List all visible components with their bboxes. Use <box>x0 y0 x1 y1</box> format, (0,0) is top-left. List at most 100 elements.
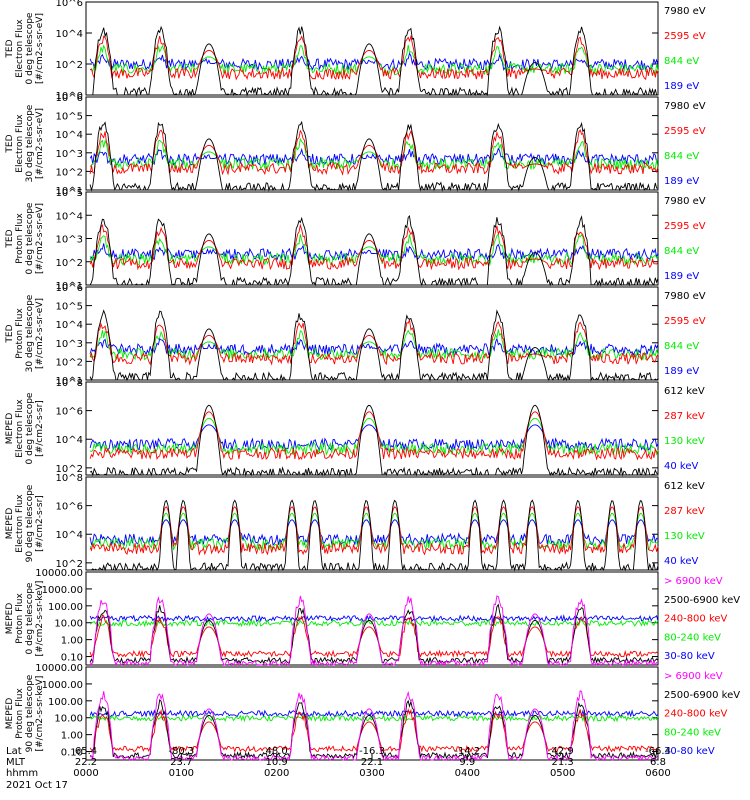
y-tick-label: 10^4 <box>56 211 83 222</box>
y-tick-label: 10^5 <box>56 112 83 123</box>
y-axis-label-line: Proton Flux <box>15 688 25 739</box>
y-axis-label-line: [#/cm2-s-sr-keV] <box>35 676 45 752</box>
panel-1: 10^1 10^2 10^3 10^4 10^5 10^6 TED Electron Flux… <box>5 93 706 197</box>
legend-entry: > 6900 keV <box>664 576 723 587</box>
y-tick-label: 100.00 <box>48 697 83 708</box>
x-row-label-hhmm: hhmm <box>6 768 38 779</box>
x-tick-label: 6.8 <box>650 757 666 768</box>
y-axis-label-line: 0 deg telescope <box>25 202 35 274</box>
x-tick-label: 21.3 <box>552 757 574 768</box>
legend-entry: 844 eV <box>664 151 699 162</box>
series-line-0 <box>89 309 659 382</box>
panel-frame <box>85 286 659 381</box>
y-tick-label: 1.00 <box>61 731 83 742</box>
legend-entry: 2500-6900 keV <box>664 690 740 701</box>
x-tick-label: 0300 <box>359 768 384 779</box>
panel-3: 10^1 10^2 10^3 10^4 10^5 10^6 TED Proton Flux 30… <box>5 283 706 387</box>
panel-frame <box>85 96 659 191</box>
panel-0: 10^0 10^2 10^4 10^6 TED Electron Flux 0 deg te… <box>5 0 706 102</box>
y-axis-label-line: TED <box>5 134 15 153</box>
y-tick-label: 0.10 <box>61 748 83 759</box>
y-tick-label: 10^6 <box>56 407 83 418</box>
series-line-2 <box>89 329 659 361</box>
y-tick-label: 10^2 <box>56 464 83 475</box>
legend-entry: 7980 eV <box>664 101 706 112</box>
x-tick-label: 0400 <box>455 768 480 779</box>
x-tick-label: 22.1 <box>361 757 383 768</box>
y-axis-label-line: TED <box>5 324 15 343</box>
panel-5: 10^2 10^4 10^6 10^8 MEPED Electron Flux 90 deg… <box>5 473 705 572</box>
series-line-1 <box>89 411 659 461</box>
series-line-0 <box>89 595 659 667</box>
legend-entry: 287 keV <box>664 506 705 517</box>
y-axis-label-line: Electron Flux <box>15 399 25 458</box>
x-row-label-mlt: MLT <box>6 757 26 768</box>
series-line-0 <box>89 404 659 477</box>
series-line-0 <box>89 690 659 762</box>
y-tick-label: 10^4 <box>56 435 83 446</box>
series-line-1 <box>89 34 659 81</box>
series-line-1 <box>89 128 659 176</box>
y-tick-label: 10^4 <box>56 320 83 331</box>
series-line-4 <box>89 709 659 718</box>
y-axis-label-line: 0 deg telescope <box>25 582 35 654</box>
series-line-2 <box>89 232 659 266</box>
y-tick-label: 10^4 <box>56 530 83 541</box>
y-tick-label: 10^6 <box>56 93 83 104</box>
legend-entry: 189 eV <box>664 271 699 282</box>
y-axis-label-line: [#/cm2-s-sr-eV] <box>35 108 45 179</box>
series-line-1 <box>89 506 659 556</box>
y-tick-label: 1000.00 <box>42 585 83 596</box>
legend-entry: 30-80 keV <box>664 746 715 757</box>
y-tick-label: 10^6 <box>56 283 83 294</box>
legend-entry: 2595 eV <box>664 126 706 137</box>
legend-entry: 130 keV <box>664 436 705 447</box>
x-tick-label: 22.2 <box>75 757 97 768</box>
panel-2: 10^1 10^2 10^3 10^4 10^5 TED Proton Flux 0 deg … <box>5 188 706 292</box>
x-tick-label: 0000 <box>73 768 98 779</box>
series-line-3 <box>89 243 659 262</box>
y-axis-label-line: [#/cm2-s-sr-eV] <box>35 13 45 84</box>
legend-entry: 189 eV <box>664 81 699 92</box>
y-axis-label-line: MEPED <box>5 603 15 635</box>
legend-entry: 189 eV <box>664 366 699 377</box>
legend-entry: 612 keV <box>664 386 705 397</box>
x-tick-label: 42.9 <box>552 746 574 757</box>
y-axis-label-line: Proton Flux <box>15 308 25 359</box>
y-axis-label-line: 90 deg telescope <box>25 484 35 562</box>
legend-entry: 189 eV <box>664 176 699 187</box>
y-axis-label-line: Electron Flux <box>15 19 25 78</box>
y-axis-label-line: 30 deg telescope <box>25 294 35 372</box>
legend-entry: 40 keV <box>664 556 698 567</box>
series-line-2 <box>89 417 659 456</box>
legend-entry: 80-240 keV <box>664 632 721 643</box>
series-line-3 <box>89 147 659 166</box>
y-tick-label: 10^5 <box>56 188 83 199</box>
legend-entry: 2500-6900 keV <box>664 595 740 606</box>
y-tick-label: 10.00 <box>54 714 83 725</box>
series-line-2 <box>89 614 659 659</box>
panel-4: 10^2 10^4 10^6 10^8 MEPED Electron Flux 0 deg … <box>5 378 705 477</box>
y-tick-label: 10^1 <box>56 281 83 292</box>
y-tick-label: 10.00 <box>54 619 83 630</box>
legend-entry: 240-800 keV <box>664 709 728 720</box>
y-tick-label: 10^3 <box>56 235 83 246</box>
y-axis-label-line: 30 deg telescope <box>25 104 35 182</box>
y-axis-label-line: Electron Flux <box>15 114 25 173</box>
legend-entry: 844 eV <box>664 246 699 257</box>
series-line-0 <box>89 214 659 287</box>
legend-entry: 30-80 keV <box>664 651 715 662</box>
x-row-label-lat: Lat <box>6 746 22 757</box>
legend-entry: 7980 eV <box>664 196 706 207</box>
x-tick-label: -16.3 <box>359 746 385 757</box>
panel-frame <box>85 381 659 476</box>
x-tick-label: 48.0 <box>266 746 288 757</box>
series-line-0 <box>90 25 659 97</box>
series-line-2 <box>90 44 659 77</box>
series-line-2 <box>89 708 659 753</box>
y-tick-label: 1.00 <box>61 636 83 647</box>
legend-entry: 80-240 keV <box>664 727 721 738</box>
series-line-0 <box>89 120 658 192</box>
